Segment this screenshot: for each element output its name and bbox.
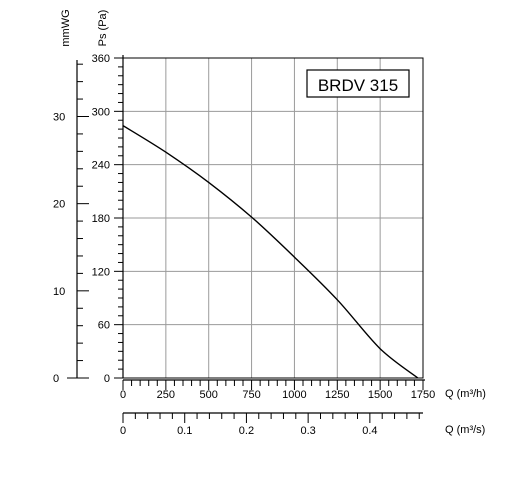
x-tick-label: 1750 bbox=[411, 389, 435, 401]
title-box: BRDV 315 bbox=[306, 69, 410, 98]
x-tick-label: 1000 bbox=[282, 389, 306, 401]
y-tick-label: 120 bbox=[92, 266, 110, 278]
y-tick-label: 0 bbox=[104, 373, 110, 385]
y2-tick-label: 30 bbox=[53, 111, 65, 123]
y-axis-mmwg: 0 10 20 30 bbox=[53, 60, 89, 385]
x2-tick-label: 0.3 bbox=[300, 425, 315, 437]
x-axis-m3s: 0 0.1 0.2 0.3 0.4 bbox=[120, 412, 423, 437]
y-tick-label: 240 bbox=[92, 160, 110, 172]
x2-tick-label: 0.1 bbox=[177, 425, 192, 437]
x-tick-label: 0 bbox=[120, 389, 126, 401]
x-tick-label: 1500 bbox=[368, 389, 392, 401]
x2-axis-label: Q (m³/s) bbox=[445, 424, 485, 436]
y-tick-label: 180 bbox=[92, 213, 110, 225]
title-frame bbox=[306, 69, 410, 98]
x2-tick-label: 0 bbox=[120, 425, 126, 437]
y-tick-label: 300 bbox=[92, 106, 110, 118]
y-axis-label: Ps (Pa) bbox=[97, 10, 109, 47]
y-axis-pa: 0 60 120 180 240 300 360 bbox=[92, 53, 124, 385]
y-tick-label: 60 bbox=[98, 320, 110, 332]
chart-title: BRDV 315 bbox=[318, 76, 398, 95]
grid bbox=[122, 57, 424, 379]
y-tick-label: 360 bbox=[92, 53, 110, 65]
y2-tick-label: 20 bbox=[53, 199, 65, 211]
x-axis-label: Q (m³/h) bbox=[445, 388, 486, 400]
x2-tick-label: 0.2 bbox=[239, 425, 254, 437]
x-tick-label: 750 bbox=[242, 389, 260, 401]
y2-tick-label: 0 bbox=[53, 373, 59, 385]
series-line bbox=[122, 125, 419, 379]
x-tick-label: 250 bbox=[157, 389, 175, 401]
x-tick-label: 1250 bbox=[325, 389, 349, 401]
x-axis-m3h: 0 250 500 750 1000 1250 1500 1750 bbox=[120, 379, 435, 401]
x2-tick-label: 0.4 bbox=[362, 425, 377, 437]
y2-axis-label: mmWG bbox=[60, 9, 72, 46]
y2-tick-label: 10 bbox=[53, 286, 65, 298]
x-tick-label: 500 bbox=[200, 389, 218, 401]
